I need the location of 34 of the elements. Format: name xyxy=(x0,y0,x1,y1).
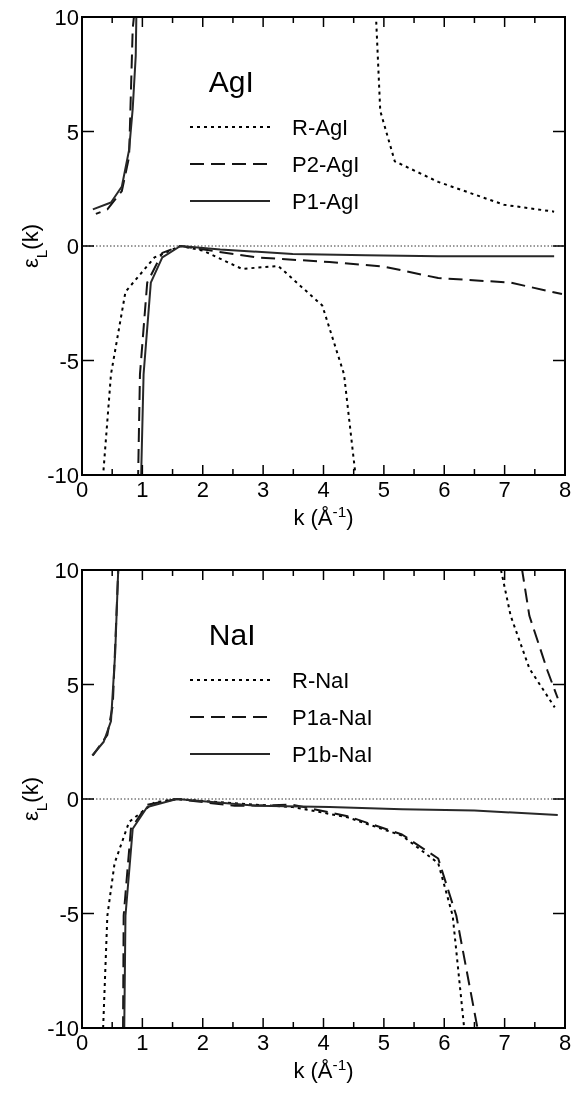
y-tick-label: -5 xyxy=(59,901,79,927)
x-tick-label: 8 xyxy=(558,477,572,502)
legend-label: P1b-NaI xyxy=(292,741,373,767)
legend-label: P1a-NaI xyxy=(292,704,373,730)
annotation: NaI xyxy=(208,618,256,651)
legend-label: R-NaI xyxy=(292,667,350,693)
x-tick-label: 5 xyxy=(377,1030,390,1055)
x-tick-label: 3 xyxy=(257,1030,270,1055)
x-tick-label: 7 xyxy=(498,1030,511,1055)
x-axis-title: k (Å$^{-1}$) xyxy=(293,1055,354,1083)
x-tick-label: 6 xyxy=(438,477,451,502)
x-tick-label: 2 xyxy=(196,1030,209,1055)
x-axis-title: k (Å$^{-1}$) xyxy=(293,502,354,530)
legend-label: P1-AgI xyxy=(292,188,360,214)
y-tick-label: -5 xyxy=(59,348,79,374)
y-tick-label: 10 xyxy=(54,5,79,30)
x-tick-label: 3 xyxy=(257,477,270,502)
x-tick-label: 8 xyxy=(558,1030,572,1055)
y-tick-label: 0 xyxy=(66,234,79,259)
x-tick-label: 6 xyxy=(438,1030,451,1055)
x-tick-label: 2 xyxy=(196,477,209,502)
y-tick-label: 0 xyxy=(66,787,79,812)
x-tick-label: 1 xyxy=(136,1030,149,1055)
x-tick-label: 4 xyxy=(317,1030,330,1055)
legend-label: P2-AgI xyxy=(292,151,360,177)
legend-label: R-AgI xyxy=(292,114,349,140)
y-tick-label: 5 xyxy=(66,672,79,698)
x-tick-label: 1 xyxy=(136,477,149,502)
x-tick-label: 4 xyxy=(317,477,330,502)
y-tick-label: 10 xyxy=(54,558,79,583)
y-tick-label: 5 xyxy=(66,119,79,145)
x-tick-label: 7 xyxy=(498,477,511,502)
annotation: AgI xyxy=(208,65,254,98)
x-tick-label: 5 xyxy=(377,477,390,502)
